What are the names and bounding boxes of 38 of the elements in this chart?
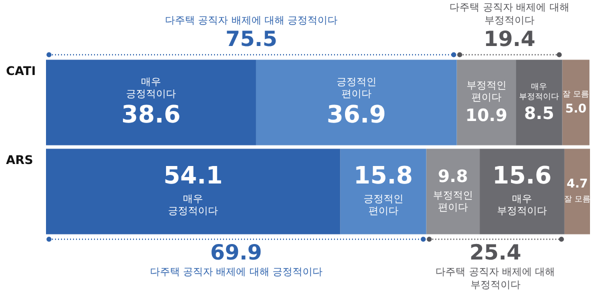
- data-label: 54.1: [164, 162, 223, 190]
- text: 부정적인 편이다: [466, 80, 506, 104]
- y-tick-label: CATI: [6, 64, 36, 78]
- text: 잘 모름: [564, 194, 590, 204]
- text: 매우 긍정적이다: [126, 77, 176, 100]
- text: 매우 부정적이다: [497, 194, 547, 218]
- y-tick-label: ARS: [6, 152, 34, 167]
- annotation: 75.5: [225, 27, 278, 52]
- bar: [480, 148, 564, 234]
- data-label: 4.7: [566, 176, 588, 191]
- bar: [456, 60, 516, 146]
- bar: [516, 60, 562, 146]
- data-label: 5.0: [565, 102, 586, 116]
- bar: [564, 148, 590, 234]
- data-label: 8.5: [524, 104, 554, 124]
- text: 25.4: [469, 240, 522, 265]
- series-label: 매우 부정적이다: [519, 82, 560, 102]
- data-label: 10.9: [465, 106, 508, 126]
- data-label: 9.8: [438, 166, 468, 187]
- text: 69.9: [210, 240, 262, 265]
- annotation: 19.4: [484, 27, 536, 52]
- bar: [46, 60, 256, 146]
- bar: [256, 60, 457, 146]
- data-label: 15.6: [492, 162, 552, 190]
- series-label: 매우 긍정적이다: [168, 194, 218, 218]
- series-label: 부정적인 편이다: [432, 190, 473, 214]
- series-label: 잘 모름: [562, 90, 590, 99]
- text: 긍정적인 편이다: [336, 77, 376, 100]
- text: 다주택 공직자 배제에 대해 긍정적이다: [165, 15, 338, 26]
- data-label: 38.6: [121, 100, 181, 129]
- series-label: 긍정적인 편이다: [363, 194, 404, 218]
- bar: [46, 148, 340, 234]
- text: 다주택 공직자 배제에 대해 부정적이다: [450, 2, 570, 26]
- text: 다주택 공직자 배제에 대해 긍정적이다: [150, 266, 322, 278]
- bar: [562, 60, 590, 146]
- text: 다주택 공직자 배제에 대해 부정적이다: [436, 266, 556, 291]
- data-label: 15.8: [354, 162, 413, 190]
- data-label: 36.9: [326, 100, 386, 129]
